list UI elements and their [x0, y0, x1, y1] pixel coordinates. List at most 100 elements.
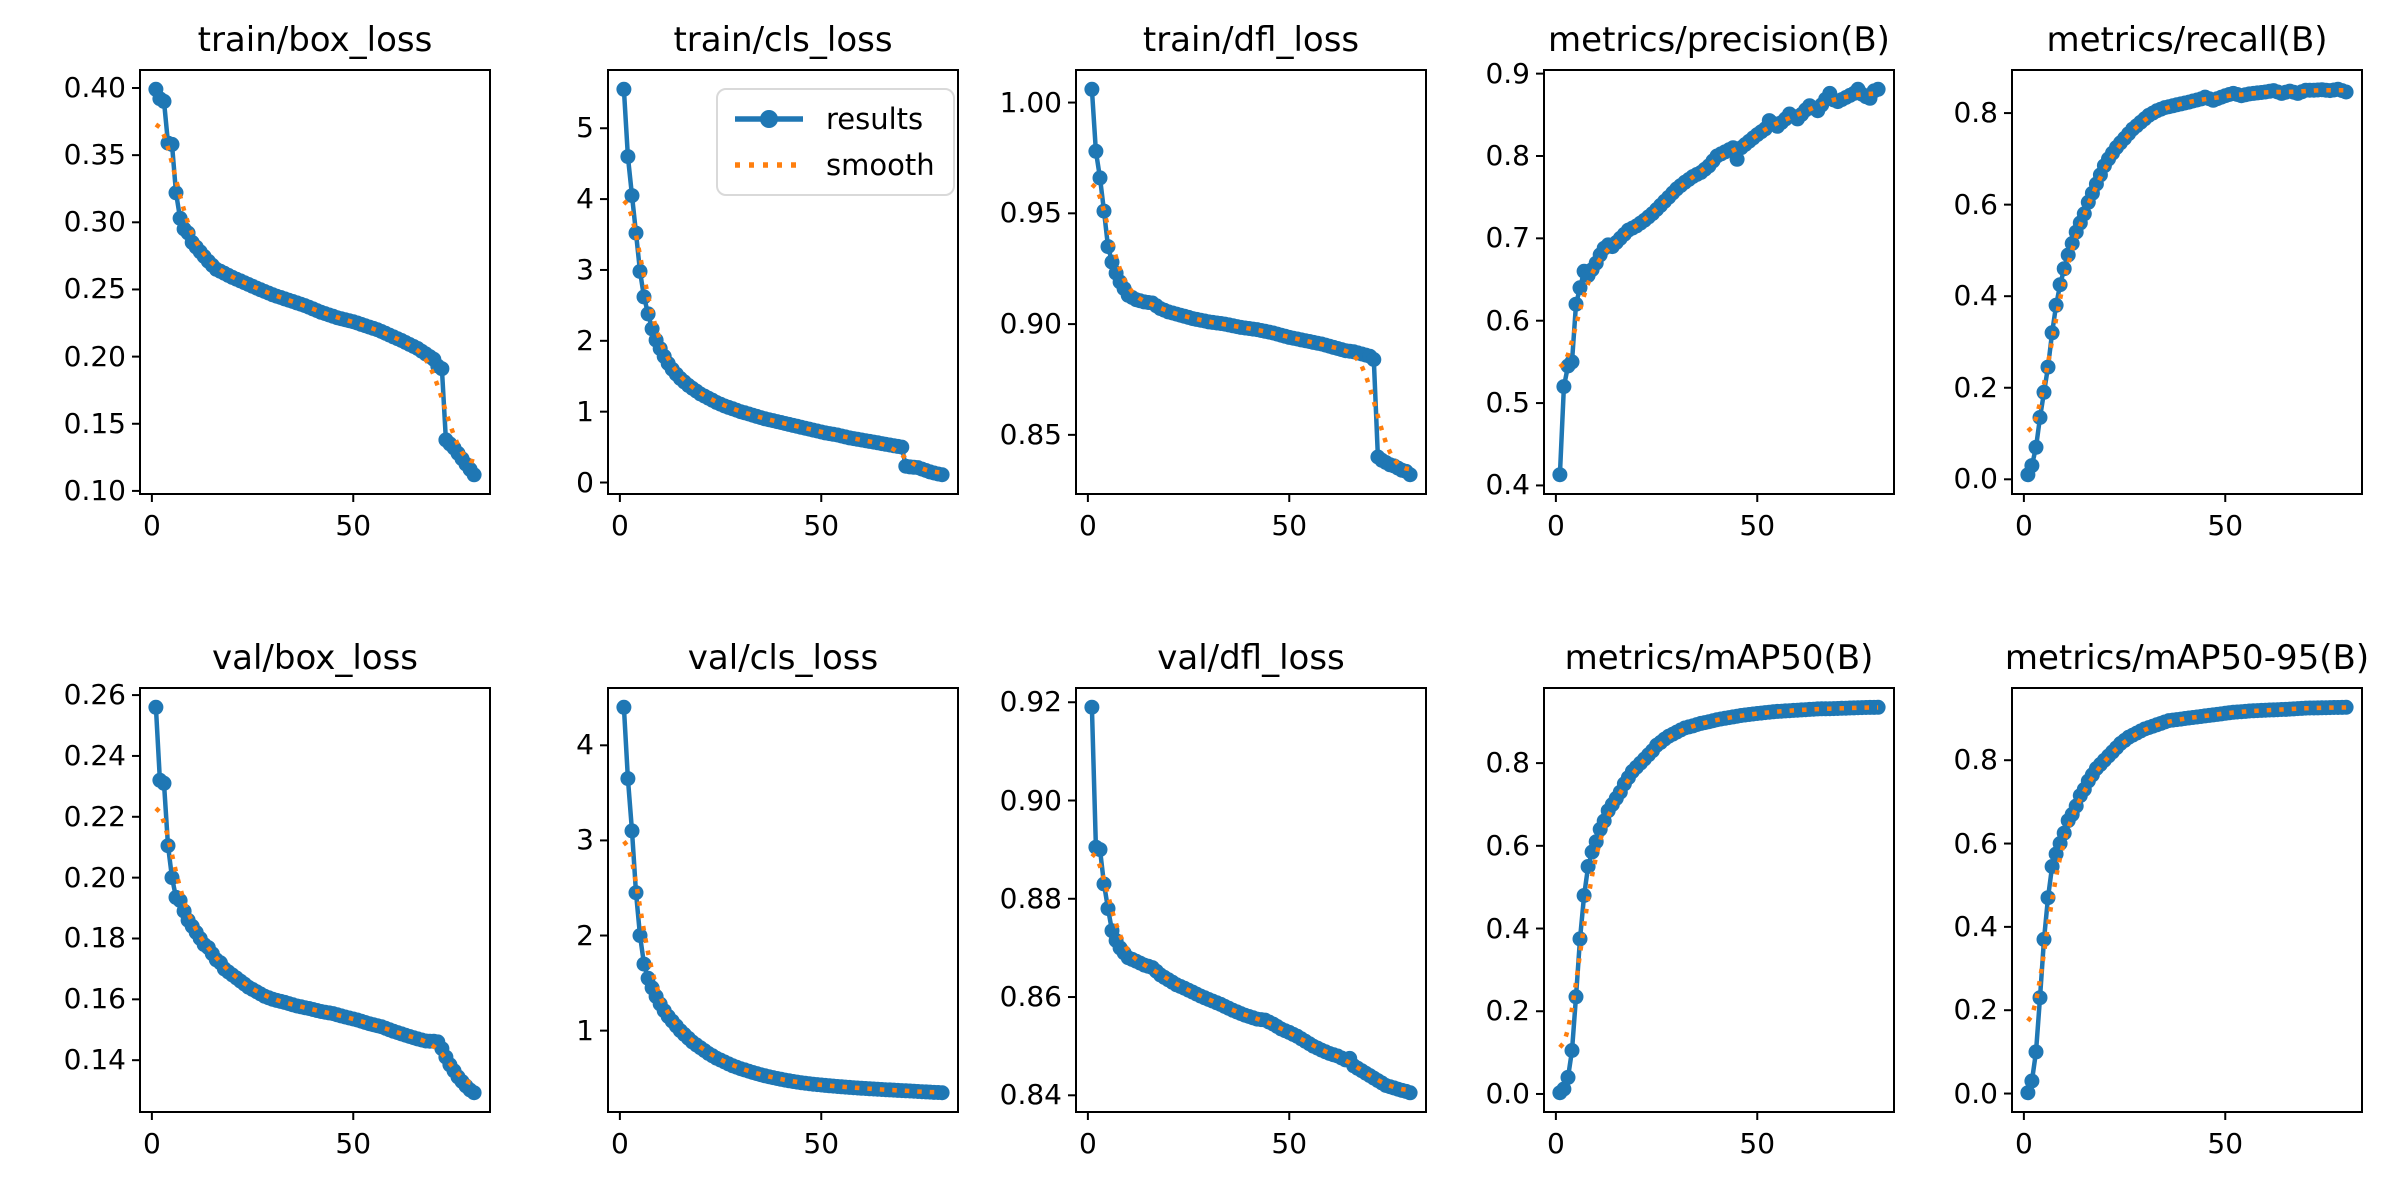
results-markers [148, 699, 482, 1101]
legend-label: smooth [826, 148, 935, 182]
y-tick-label: 0.0 [1953, 462, 1998, 496]
legend-results-marker [760, 110, 778, 128]
y-tick-label: 0.8 [1485, 746, 1530, 780]
subplot-metrics-map50-b: metrics/mAP50(B) 0.0 0.2 0.4 0.6 0.8 0 50 [1485, 638, 1895, 1160]
x-tick-label: 0 [1546, 509, 1565, 542]
smooth-line [154, 806, 475, 1086]
y-tick-label: 0.8 [1953, 96, 1998, 130]
y-tick-label: 1 [576, 394, 594, 428]
x-tick-label: 50 [1739, 509, 1776, 542]
axes-spines [2011, 69, 2363, 495]
plot-area [1536, 687, 1895, 1120]
x-tick-label: 0 [1078, 1127, 1097, 1160]
smooth-line [2026, 705, 2347, 1023]
smooth-line [154, 122, 475, 464]
y-tick-label: 0.4 [1485, 911, 1530, 945]
x-tick-label: 50 [2207, 1127, 2244, 1160]
y-tick-label: 0.90 [999, 307, 1062, 341]
y-tick-label: 4 [576, 182, 594, 216]
y-tick-label: 0.92 [999, 685, 1062, 719]
axes-spines [1543, 69, 1895, 495]
y-tick-label: 0.84 [999, 1078, 1062, 1112]
x-tick-label: 50 [2207, 509, 2244, 542]
results-line [1558, 705, 1879, 1095]
subplot-title: val/dfl_loss [1157, 638, 1345, 678]
subplot-title: train/dfl_loss [1142, 20, 1360, 60]
subplot-val-cls-loss: val/cls_loss 1 2 3 4 0 50 [576, 638, 959, 1160]
x-tick-label: 50 [1271, 509, 1308, 542]
y-tick-label: 0.4 [1953, 909, 1998, 943]
y-tick-label: 0.20 [63, 339, 126, 373]
results-markers [2020, 81, 2354, 483]
results-markers [616, 699, 950, 1101]
y-tick-label: 0.25 [63, 272, 126, 306]
results-markers [1552, 81, 1886, 483]
y-tick-label: 0.6 [1953, 826, 1998, 860]
y-tick-label: 0.9 [1485, 56, 1530, 90]
y-tick-label: 0.0 [1953, 1076, 1998, 1110]
y-tick-label: 0.86 [999, 980, 1062, 1014]
x-tick-label: 0 [610, 1127, 629, 1160]
x-tick-label: 50 [803, 1127, 840, 1160]
smooth-line [622, 840, 943, 1095]
x-tick-label: 50 [335, 1127, 372, 1160]
y-tick-label: 4 [576, 728, 594, 762]
tick-marks [1068, 701, 1291, 1120]
results-line [1089, 707, 1411, 1095]
y-tick-label: 3 [576, 823, 594, 857]
y-tick-label: 0.90 [999, 783, 1062, 817]
subplot-title: metrics/recall(B) [2046, 20, 2328, 60]
subplot-title: train/cls_loss [673, 20, 893, 60]
tick-marks [2004, 112, 2227, 502]
axes-spines [1075, 69, 1427, 495]
tick-marks [1536, 762, 1759, 1120]
subplot-title: metrics/mAP50-95(B) [2004, 638, 2370, 678]
y-tick-label: 2 [576, 918, 594, 952]
results-markers [2020, 699, 2354, 1101]
subplot-train-cls-loss: train/cls_loss 0 1 2 3 4 5 0 50 results smooth [576, 20, 959, 542]
results-markers [1084, 81, 1418, 483]
subplot-title: metrics/mAP50(B) [1564, 638, 1874, 678]
y-tick-label: 0.30 [63, 205, 126, 239]
axes-spines [607, 69, 959, 495]
y-tick-label: 0.6 [1485, 303, 1530, 337]
plot-area [132, 69, 491, 502]
x-tick-label: 0 [142, 509, 161, 542]
y-tick-label: 0.4 [1485, 468, 1530, 502]
tick-marks [600, 744, 823, 1120]
results-markers [148, 81, 482, 483]
y-tick-label: 0.40 [63, 71, 126, 104]
results-line [621, 707, 943, 1095]
y-tick-label: 0.5 [1485, 386, 1530, 420]
tick-marks [600, 127, 823, 502]
legend-label: results [826, 102, 924, 136]
subplot-metrics-map50-95-b: metrics/mAP50-95(B) 0.0 0.2 0.4 0.6 0.8 0 50 [1953, 638, 2369, 1160]
smooth-line [1090, 851, 1411, 1093]
x-tick-label: 0 [142, 1127, 161, 1160]
smooth-line [622, 199, 943, 475]
plot-area [132, 687, 491, 1120]
y-tick-label: 0.95 [999, 196, 1062, 230]
plot-area [2004, 69, 2363, 502]
y-tick-label: 0.35 [63, 138, 126, 172]
y-tick-label: 0.22 [63, 799, 126, 833]
y-tick-label: 0 [576, 465, 594, 499]
y-tick-label: 0.85 [999, 417, 1062, 451]
tick-marks [132, 86, 355, 502]
axes-spines [607, 687, 959, 1113]
subplot-title: train/box_loss [197, 20, 433, 60]
results-markers [1552, 699, 1886, 1101]
smooth-line [1558, 91, 1879, 369]
plot-area [1536, 69, 1895, 502]
legend-item-smooth: smooth [732, 144, 935, 186]
axes-spines [139, 687, 491, 1113]
plot-area [1068, 687, 1427, 1120]
smooth-line [1558, 705, 1879, 1049]
y-tick-label: 0.2 [1953, 370, 1998, 404]
y-tick-label: 1 [576, 1013, 594, 1047]
y-tick-label: 0.20 [63, 860, 126, 894]
tick-marks [132, 694, 355, 1120]
axes-spines [1075, 687, 1427, 1113]
x-tick-label: 0 [2014, 1127, 2033, 1160]
